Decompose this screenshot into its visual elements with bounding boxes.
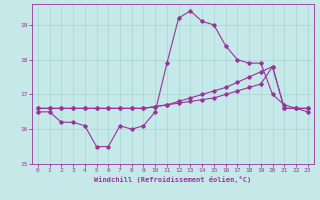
X-axis label: Windchill (Refroidissement éolien,°C): Windchill (Refroidissement éolien,°C) (94, 176, 252, 183)
